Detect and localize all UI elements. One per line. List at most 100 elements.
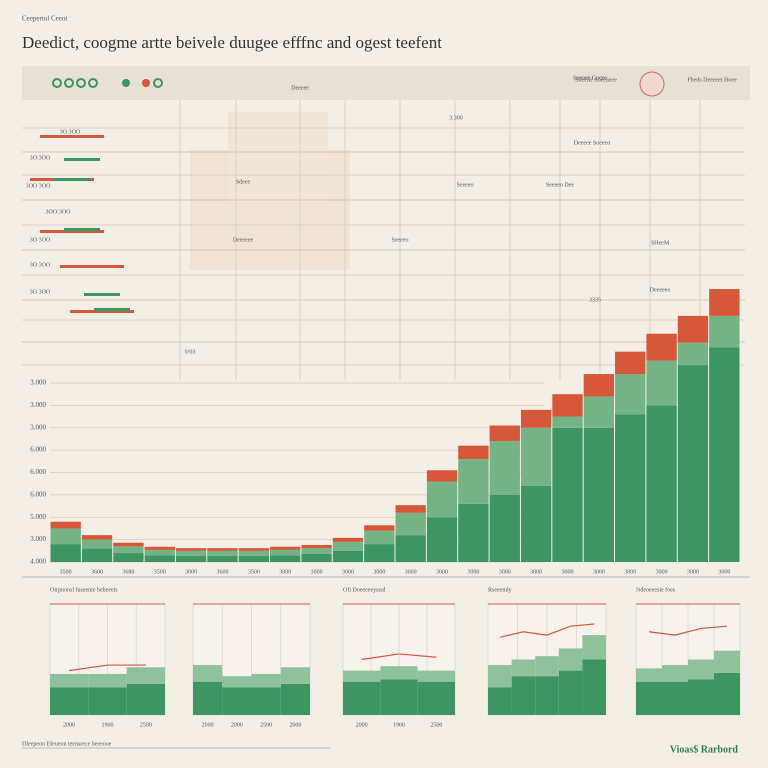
chart-title: Ofi Doeeeeeyseal: [343, 586, 386, 593]
bar-segment: [677, 342, 709, 366]
bar-segment: [417, 681, 455, 715]
title: Deedict, coogme artte beivele duugee eff…: [22, 33, 442, 52]
icon: [122, 79, 130, 87]
footnote: Dleepeon Efeueon teensrece beeeooe: [22, 740, 112, 747]
bar-segment: [552, 416, 583, 428]
bar-segment: [714, 650, 740, 673]
bar-segment: [332, 537, 364, 542]
bar-segment: [88, 687, 127, 715]
icon: [153, 78, 163, 88]
bar-segment: [207, 555, 238, 562]
x-tick-label: 3000: [530, 569, 542, 575]
bar-segment: [636, 681, 662, 715]
bar-segment: [332, 550, 364, 562]
bar-segment: [144, 549, 175, 556]
bar-segment: [50, 528, 81, 545]
x-tick-label: 3500: [248, 569, 260, 575]
x-tick-label: 3000: [562, 569, 574, 575]
bar-segment: [417, 670, 455, 682]
y-tick-label: 3.000: [30, 535, 46, 543]
x-tick-label: 3000: [624, 569, 636, 575]
bar-segment: [280, 667, 310, 684]
x-tick-label: 2000: [202, 722, 214, 728]
y-tick-label: 6.000: [30, 468, 46, 476]
bar-segment: [662, 681, 688, 715]
bar-segment: [395, 535, 426, 562]
bar-segment: [81, 539, 113, 549]
bar-segment: [426, 517, 458, 562]
bar-segment: [364, 544, 395, 562]
label-chip: [60, 265, 124, 268]
annotation: Deeeee Soeeeo: [574, 140, 610, 146]
bar-segment: [193, 681, 223, 715]
top-label: Ceepertol Ceeot: [22, 15, 67, 23]
x-tick-label: 3000: [687, 569, 699, 575]
bar-segment: [175, 548, 207, 551]
annotation: Sdeeiie Soeeaeee: [575, 77, 617, 83]
x-tick-label: 3000: [593, 569, 605, 575]
y-tick-label: 6.000: [30, 490, 46, 498]
bar-segment: [552, 427, 583, 562]
annotation: Seeeeo Dee: [546, 182, 574, 188]
bar-segment: [426, 470, 458, 482]
x-tick-label: 3000: [373, 569, 385, 575]
bar-segment: [50, 687, 89, 715]
annotation: Seeeeo: [392, 237, 409, 243]
annotation: 3OO:3OO: [46, 209, 72, 215]
annotation: 3.300: [449, 115, 463, 121]
bar-segment: [458, 445, 489, 460]
label-chip: [64, 228, 100, 231]
x-tick-label: 3000: [311, 569, 323, 575]
bar-segment: [615, 351, 646, 375]
annotation: 3O 3OO: [30, 237, 51, 243]
annotation: Deeeee: [291, 85, 309, 91]
bar-segment: [238, 548, 270, 551]
bar-segment: [458, 459, 489, 504]
bar-segment: [582, 659, 606, 715]
icon: [76, 78, 86, 88]
x-tick-label: 3000: [185, 569, 197, 575]
bar-segment: [251, 673, 281, 688]
x-tick-label: 3500: [60, 569, 72, 575]
bar-segment: [238, 550, 270, 556]
bar-segment: [582, 635, 606, 660]
bar-segment: [615, 374, 646, 415]
bar-segment: [489, 494, 520, 562]
bar-segment: [520, 485, 552, 562]
bar-segment: [395, 512, 426, 536]
bar-segment: [615, 414, 646, 562]
bar-segment: [489, 441, 520, 495]
bar-segment: [88, 673, 127, 688]
bar-segment: [558, 670, 583, 715]
bar-segment: [343, 670, 381, 682]
y-tick-label: 3.000: [30, 401, 46, 409]
line: [499, 623, 595, 638]
bar-segment: [535, 656, 559, 677]
x-tick-label: 3000: [499, 569, 511, 575]
bar-segment: [688, 659, 714, 680]
bar-segment: [558, 648, 583, 671]
annotation: Fbeds Deeeeet Hoee: [687, 77, 737, 83]
bar-segment: [126, 683, 165, 715]
footer: Vioas$ Rarbord: [670, 744, 739, 755]
annotation: 3O 3OO: [30, 289, 51, 295]
x-tick-label: 2500: [260, 722, 272, 728]
avatar[interactable]: [639, 71, 665, 97]
bar-segment: [332, 541, 364, 551]
x-tick-label: 3000: [279, 569, 291, 575]
bar-segment: [646, 333, 677, 361]
bar-segment: [175, 555, 207, 562]
x-tick-label: 3000: [405, 569, 417, 575]
bar-segment: [126, 667, 165, 684]
bar-segment: [535, 676, 559, 715]
bar-segment: [714, 672, 740, 715]
annotation: 3O:3OO: [30, 155, 51, 161]
bar-segment: [677, 365, 709, 562]
annotation: 3O 3OO: [30, 262, 51, 268]
bar-segment: [175, 550, 207, 556]
bar-segment: [583, 396, 615, 428]
annotation: Sdeee: [236, 179, 251, 185]
bar-segment: [364, 530, 395, 545]
